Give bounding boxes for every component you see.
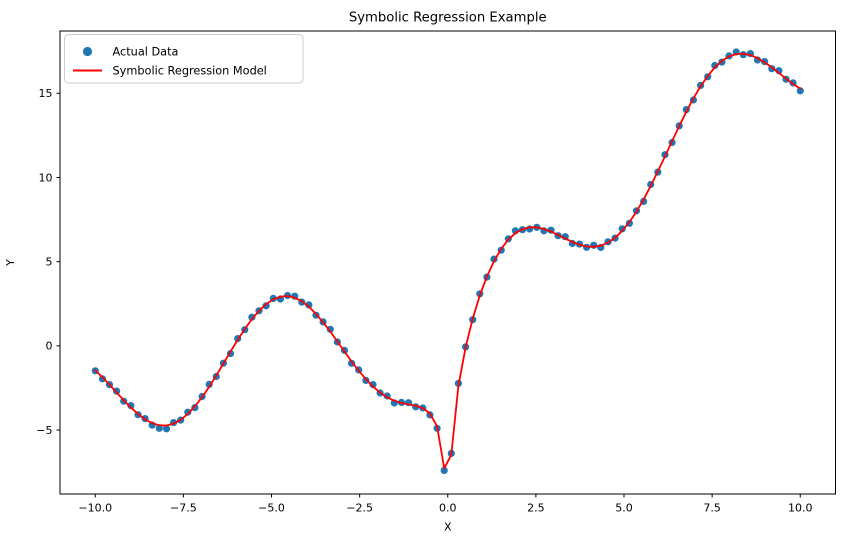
- x-tick-label: 0.0: [439, 502, 457, 515]
- data-point: [305, 301, 313, 309]
- x-tick-label: −5.0: [258, 502, 285, 515]
- data-point: [440, 466, 448, 474]
- data-point: [369, 381, 377, 389]
- legend: Actual Data Symbolic Regression Model: [64, 34, 304, 84]
- y-tick-label: 10: [39, 171, 53, 184]
- x-axis-label: X: [444, 521, 452, 534]
- x-tick-label: −10.0: [78, 502, 112, 515]
- data-point: [127, 402, 135, 410]
- plot-area: [60, 31, 836, 494]
- chart-title: Symbolic Regression Example: [349, 11, 547, 26]
- x-axis: −10.0 −7.5 −5.0 −2.5 0.0 2.5 5.0 7.5 10.0: [78, 494, 813, 515]
- data-point: [711, 61, 719, 70]
- model-line-series: [94, 52, 802, 470]
- y-tick-label: 15: [39, 87, 53, 100]
- data-point: [98, 375, 106, 383]
- y-tick-label: 0: [46, 340, 53, 353]
- data-point: [248, 313, 256, 321]
- model-line: [94, 52, 802, 470]
- x-tick-label: 7.5: [703, 502, 721, 515]
- legend-label-actual-data: Actual Data: [113, 46, 179, 59]
- data-point: [326, 325, 334, 333]
- y-axis: −5 0 5 10 15: [36, 87, 60, 437]
- data-point: [590, 241, 598, 249]
- legend-label-model: Symbolic Regression Model: [113, 65, 267, 78]
- data-point: [184, 408, 192, 416]
- data-point: [262, 302, 270, 310]
- x-tick-label: −2.5: [346, 502, 373, 515]
- data-point: [618, 225, 626, 233]
- x-tick-label: 10.0: [788, 502, 813, 515]
- y-tick-label: 5: [46, 256, 53, 269]
- data-point: [155, 424, 163, 432]
- legend-box: [64, 34, 304, 84]
- x-tick-label: 5.0: [615, 502, 633, 515]
- data-point: [162, 425, 171, 433]
- x-tick-label: 2.5: [527, 502, 545, 515]
- x-tick-label: −7.5: [170, 502, 197, 515]
- legend-marker-actual-data: [82, 46, 93, 57]
- data-point: [796, 87, 804, 95]
- y-tick-label: −5: [36, 424, 52, 437]
- y-axis-label: Y: [4, 259, 17, 267]
